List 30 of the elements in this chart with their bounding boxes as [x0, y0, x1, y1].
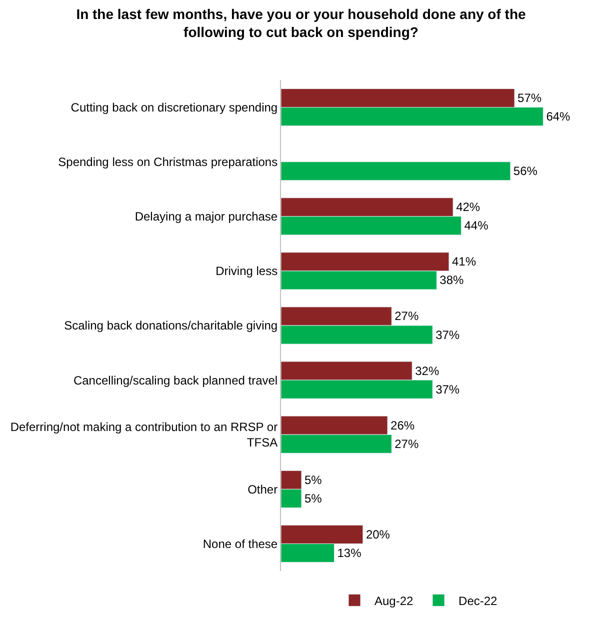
- y-tick-label: Scaling back donations/charitable giving: [64, 318, 278, 333]
- y-tick-label: Delaying a major purchase: [134, 210, 278, 224]
- y-tick-label: None of these: [202, 536, 278, 551]
- y-tick-label: Cutting back on discretionary spending: [70, 100, 278, 114]
- data-label: 38%: [440, 273, 464, 288]
- legend-label: Aug-22: [374, 594, 414, 608]
- data-label: 57%: [518, 91, 542, 106]
- data-label: 27%: [394, 309, 419, 324]
- legend-label: Dec-22: [458, 594, 498, 608]
- y-tick-label: Deferring/not making a contribution to an RRSP or TFSA: [10, 420, 278, 450]
- data-label: 26%: [390, 418, 415, 432]
- y-tick-label: Spending less on Christmas preparations: [58, 155, 278, 170]
- data-label: 44%: [464, 218, 489, 233]
- data-label: 37%: [436, 382, 460, 396]
- chart-title: In the last few months, have you or your household done any of the following to cut back on spending?: [76, 6, 526, 40]
- data-label: 56%: [513, 164, 538, 178]
- data-label: 64%: [546, 110, 571, 124]
- data-label: 5%: [304, 491, 322, 506]
- data-label: 13%: [337, 546, 362, 560]
- data-label: 32%: [415, 364, 440, 378]
- y-tick-label: Other: [248, 482, 278, 496]
- data-label: 41%: [452, 254, 476, 269]
- data-label: 27%: [394, 436, 419, 451]
- y-tick-label: Cancelling/scaling back planned travel: [73, 373, 278, 388]
- bar: [281, 162, 511, 181]
- data-label: 37%: [436, 328, 460, 342]
- data-label: 5%: [304, 472, 322, 487]
- data-label: 20%: [366, 527, 390, 542]
- y-tick-label: Driving less: [216, 264, 278, 278]
- data-label: 42%: [456, 200, 480, 214]
